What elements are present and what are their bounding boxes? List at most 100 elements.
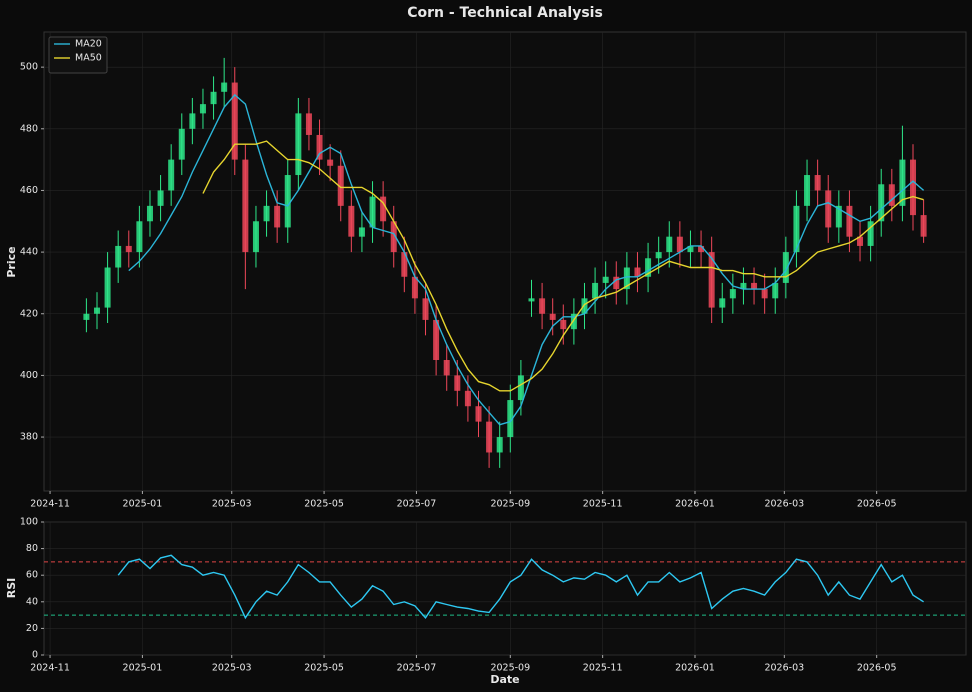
y-tick-label: 480 bbox=[20, 123, 38, 134]
candle-body bbox=[867, 221, 874, 246]
candle-body bbox=[316, 134, 323, 160]
candle-body bbox=[655, 252, 662, 259]
candle-body bbox=[252, 221, 259, 253]
chart-title: Corn - Technical Analysis bbox=[407, 5, 603, 21]
candle-body bbox=[539, 298, 546, 314]
candle-body bbox=[83, 313, 90, 320]
candle-body bbox=[602, 276, 609, 283]
candle-body bbox=[888, 184, 895, 206]
y-tick-label: 380 bbox=[20, 432, 38, 443]
candle-body bbox=[708, 252, 715, 308]
x-tick-label: 2024-11 bbox=[30, 663, 70, 674]
y-tick-label: 400 bbox=[20, 370, 38, 381]
x-tick-label: 2025-05 bbox=[304, 499, 344, 510]
line-series bbox=[128, 93, 925, 426]
candle-body bbox=[348, 205, 355, 237]
candle-body bbox=[401, 252, 408, 277]
candle-body bbox=[327, 159, 334, 166]
x-tick-label: 2026-01 bbox=[675, 663, 715, 674]
candle-body bbox=[454, 375, 461, 391]
x-tick-label: 2026-01 bbox=[675, 499, 715, 510]
candle-body bbox=[358, 227, 365, 237]
candle-body bbox=[804, 175, 811, 206]
candle-body bbox=[560, 319, 567, 330]
x-tick-label: 2025-09 bbox=[490, 663, 530, 674]
candle-body bbox=[910, 159, 917, 216]
candle-body bbox=[411, 276, 418, 299]
candle-body bbox=[814, 175, 821, 191]
y-tick-label: 0 bbox=[32, 650, 38, 661]
x-tick-label: 2026-03 bbox=[764, 499, 804, 510]
candle-body bbox=[517, 375, 524, 401]
candle-body bbox=[263, 205, 270, 222]
candle-body bbox=[592, 282, 599, 299]
candle-body bbox=[645, 258, 652, 277]
candle-body bbox=[687, 245, 694, 253]
y-tick-label: 80 bbox=[26, 543, 38, 554]
line-series bbox=[202, 140, 924, 392]
y-tick-label: 60 bbox=[26, 570, 38, 581]
y-tick-label: 500 bbox=[20, 62, 38, 73]
candle-body bbox=[295, 113, 302, 176]
legend-box bbox=[48, 36, 108, 74]
candle-body bbox=[157, 190, 164, 206]
candle-body bbox=[899, 159, 906, 206]
x-tick-label: 2025-11 bbox=[583, 499, 623, 510]
candle-body bbox=[782, 252, 789, 283]
x-tick-label: 2025-01 bbox=[123, 499, 163, 510]
candle-body bbox=[857, 236, 864, 246]
legend-label: MA50 bbox=[75, 53, 102, 64]
candle-body bbox=[581, 298, 588, 314]
x-tick-label: 2025-09 bbox=[490, 499, 530, 510]
y-tick-label: 40 bbox=[26, 596, 38, 607]
candle-body bbox=[666, 236, 673, 253]
candle-body bbox=[221, 82, 228, 92]
candle-body bbox=[761, 289, 768, 299]
candle-body bbox=[274, 205, 281, 228]
y-tick-label: 100 bbox=[20, 517, 38, 528]
candle-body bbox=[920, 215, 927, 237]
candle-body bbox=[337, 165, 344, 206]
y-tick-label: 460 bbox=[20, 185, 38, 196]
candle-body bbox=[729, 289, 736, 299]
candle-body bbox=[210, 91, 217, 105]
candle-body bbox=[284, 175, 291, 228]
x-tick-label: 2025-03 bbox=[212, 499, 252, 510]
x-tick-label: 2025-07 bbox=[397, 499, 437, 510]
candle-body bbox=[369, 196, 376, 228]
rsi-axes bbox=[43, 521, 967, 656]
candle-body bbox=[168, 159, 175, 191]
candle-body bbox=[422, 298, 429, 320]
candle-body bbox=[878, 184, 885, 222]
candle-body bbox=[835, 205, 842, 228]
candle-body bbox=[623, 267, 630, 290]
candle-body bbox=[433, 319, 440, 360]
y-axis-label: Price bbox=[5, 246, 18, 277]
y-axis-label: RSI bbox=[5, 578, 18, 599]
candle-body bbox=[115, 245, 122, 268]
legend-label: MA20 bbox=[75, 39, 102, 50]
price-axes bbox=[43, 31, 967, 492]
candle-body bbox=[104, 267, 111, 308]
candle-body bbox=[475, 406, 482, 422]
x-tick-label: 2024-11 bbox=[30, 499, 70, 510]
candle-body bbox=[305, 113, 312, 135]
y-tick-label: 20 bbox=[26, 623, 38, 634]
candle-body bbox=[199, 104, 206, 114]
candle-body bbox=[231, 82, 238, 160]
candle-body bbox=[549, 313, 556, 320]
candle-body bbox=[676, 236, 683, 253]
candle-body bbox=[380, 196, 387, 222]
x-tick-label: 2025-07 bbox=[397, 663, 437, 674]
candle-body bbox=[464, 390, 471, 407]
x-tick-label: 2025-03 bbox=[212, 663, 252, 674]
candle-body bbox=[146, 205, 153, 222]
y-tick-label: 420 bbox=[20, 308, 38, 319]
candle-body bbox=[486, 421, 493, 453]
candle-body bbox=[613, 276, 620, 290]
x-axis-label: Date bbox=[490, 673, 519, 686]
candle-body bbox=[443, 359, 450, 376]
candle-body bbox=[507, 400, 514, 438]
candle-body bbox=[793, 205, 800, 253]
